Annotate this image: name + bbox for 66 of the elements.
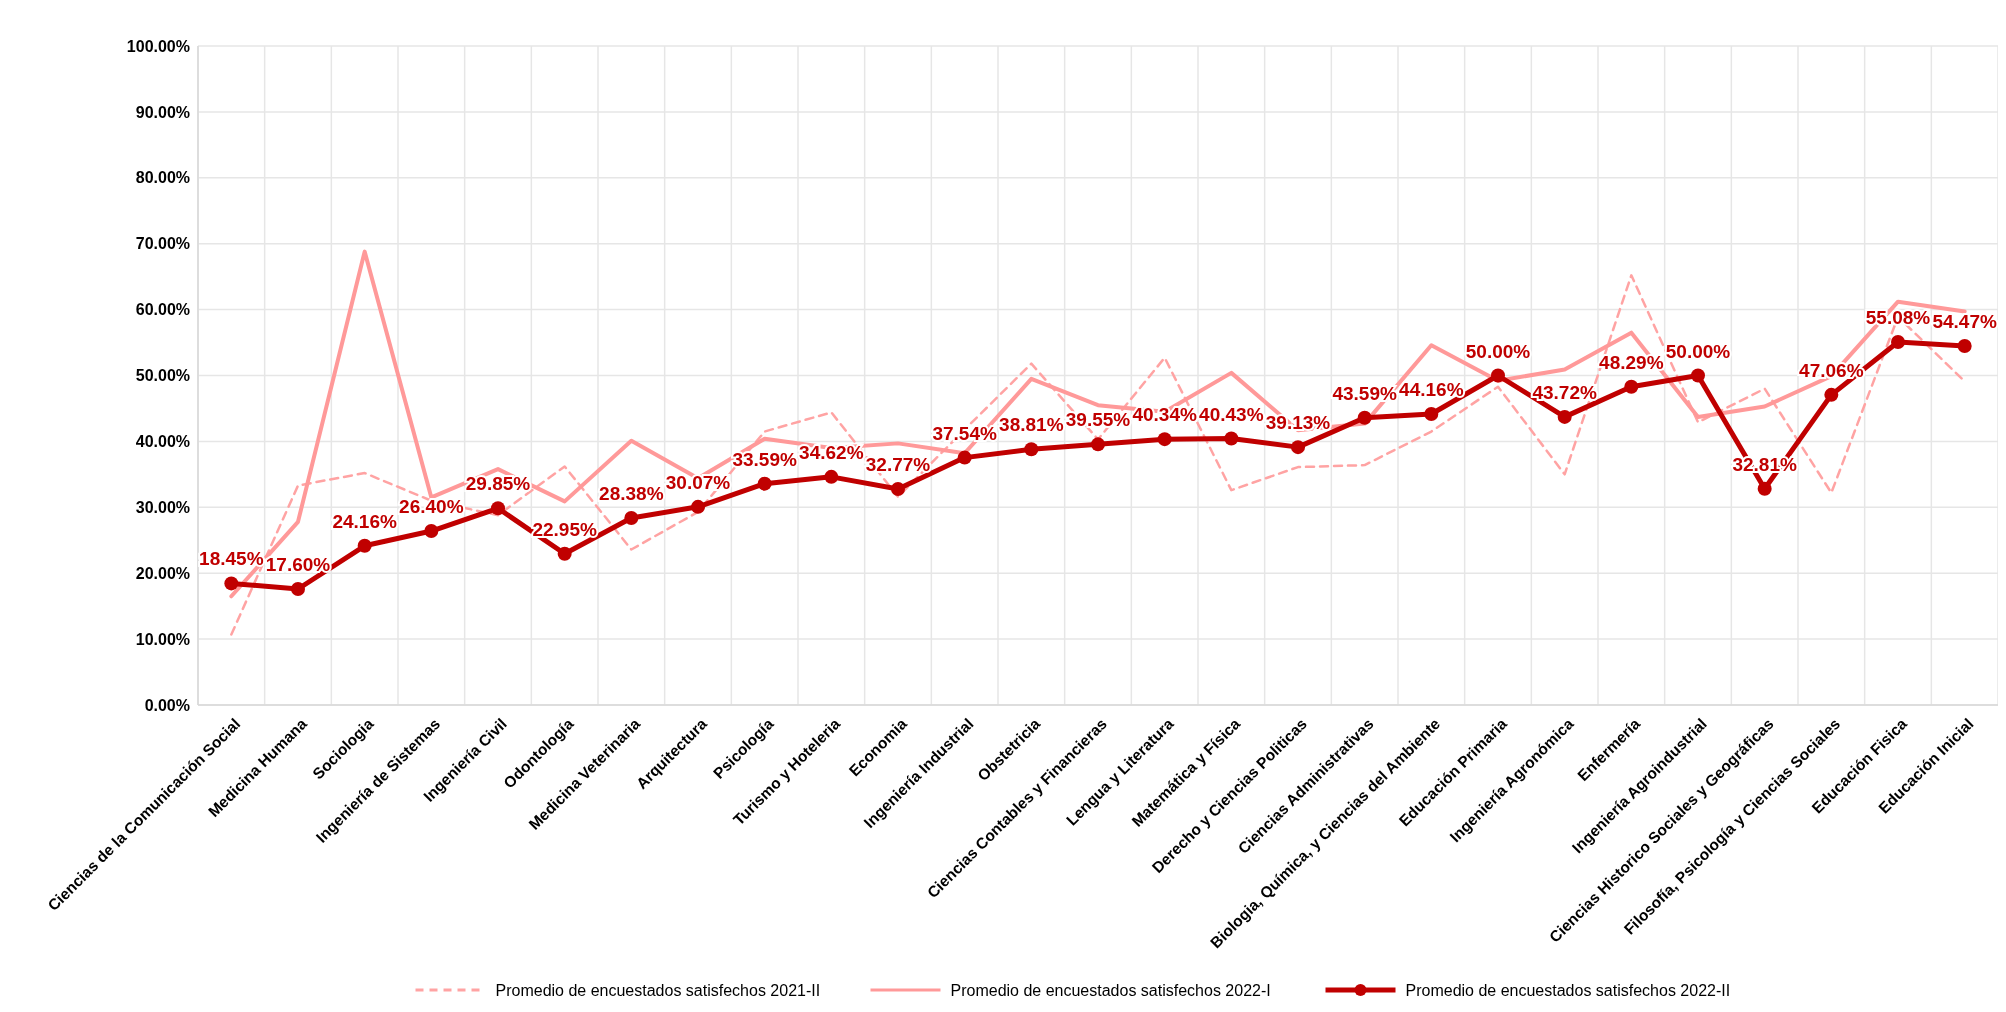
data-label: 43.72% <box>1532 381 1597 403</box>
y-tick-label: 80.00% <box>135 169 190 187</box>
point <box>1491 368 1505 383</box>
data-label: 48.29% <box>1599 351 1664 373</box>
data-label: 43.59% <box>1332 382 1397 404</box>
point <box>691 499 705 514</box>
legend-label: Promedio de encuestados satisfechos 2021-II <box>495 981 821 999</box>
data-label: 33.59% <box>732 448 797 470</box>
y-tick-label: 0.00% <box>144 696 190 714</box>
data-label: 28.38% <box>599 482 664 504</box>
point <box>1424 406 1439 421</box>
point <box>291 582 305 597</box>
data-label: 17.60% <box>265 554 331 576</box>
data-label: 22.95% <box>532 518 597 540</box>
data-label: 50.00% <box>1665 340 1731 362</box>
point <box>1157 432 1172 447</box>
data-label: 29.85% <box>465 473 531 495</box>
point <box>624 510 639 525</box>
point <box>357 538 372 553</box>
point <box>1291 440 1305 455</box>
point <box>1824 387 1839 402</box>
data-label: 39.55% <box>1065 409 1131 431</box>
y-tick-label: 10.00% <box>135 630 190 648</box>
point <box>1891 335 1905 350</box>
point <box>757 476 772 491</box>
data-label: 26.40% <box>399 496 464 518</box>
y-tick-label: 20.00% <box>135 564 190 582</box>
y-tick-label: 70.00% <box>135 235 190 253</box>
point <box>1691 368 1705 383</box>
point <box>224 576 239 591</box>
point <box>1957 339 1972 354</box>
y-tick-label: 50.00% <box>135 367 190 385</box>
data-label: 38.81% <box>999 414 1064 436</box>
point <box>1624 379 1639 394</box>
point <box>1757 481 1772 496</box>
data-label: 40.43% <box>1199 403 1264 425</box>
point <box>957 450 972 465</box>
data-label: 44.16% <box>1399 378 1464 400</box>
data-label: 34.62% <box>799 441 864 463</box>
point <box>491 501 505 516</box>
point <box>891 482 905 497</box>
y-tick-label: 90.00% <box>135 103 190 121</box>
point <box>424 524 439 539</box>
point <box>1024 442 1039 457</box>
data-label: 18.45% <box>199 548 264 570</box>
data-label: 30.07% <box>665 471 731 493</box>
data-label: 55.08% <box>1865 307 1931 329</box>
point <box>1091 437 1105 452</box>
data-label: 40.34% <box>1132 404 1197 426</box>
data-label: 32.77% <box>865 454 931 476</box>
point <box>1224 431 1239 446</box>
legend-label: Promedio de encuestados satisfechos 2022-I <box>950 981 1271 999</box>
point <box>1357 410 1372 425</box>
y-tick-label: 40.00% <box>135 433 190 450</box>
y-tick-label: 30.00% <box>135 498 190 516</box>
point <box>824 469 839 484</box>
y-tick-label: 60.00% <box>135 301 190 319</box>
data-label: 50.00% <box>1465 340 1531 362</box>
data-label: 39.13% <box>1265 412 1331 434</box>
point <box>557 546 572 561</box>
data-label: 24.16% <box>332 510 397 532</box>
data-label: 54.47% <box>1932 311 1997 333</box>
point <box>1557 409 1572 424</box>
data-label: 37.54% <box>932 422 997 444</box>
legend-label: Promedio de encuestados satisfechos 2022-II <box>1405 981 1731 999</box>
y-tick-label: 100.00% <box>126 37 190 55</box>
